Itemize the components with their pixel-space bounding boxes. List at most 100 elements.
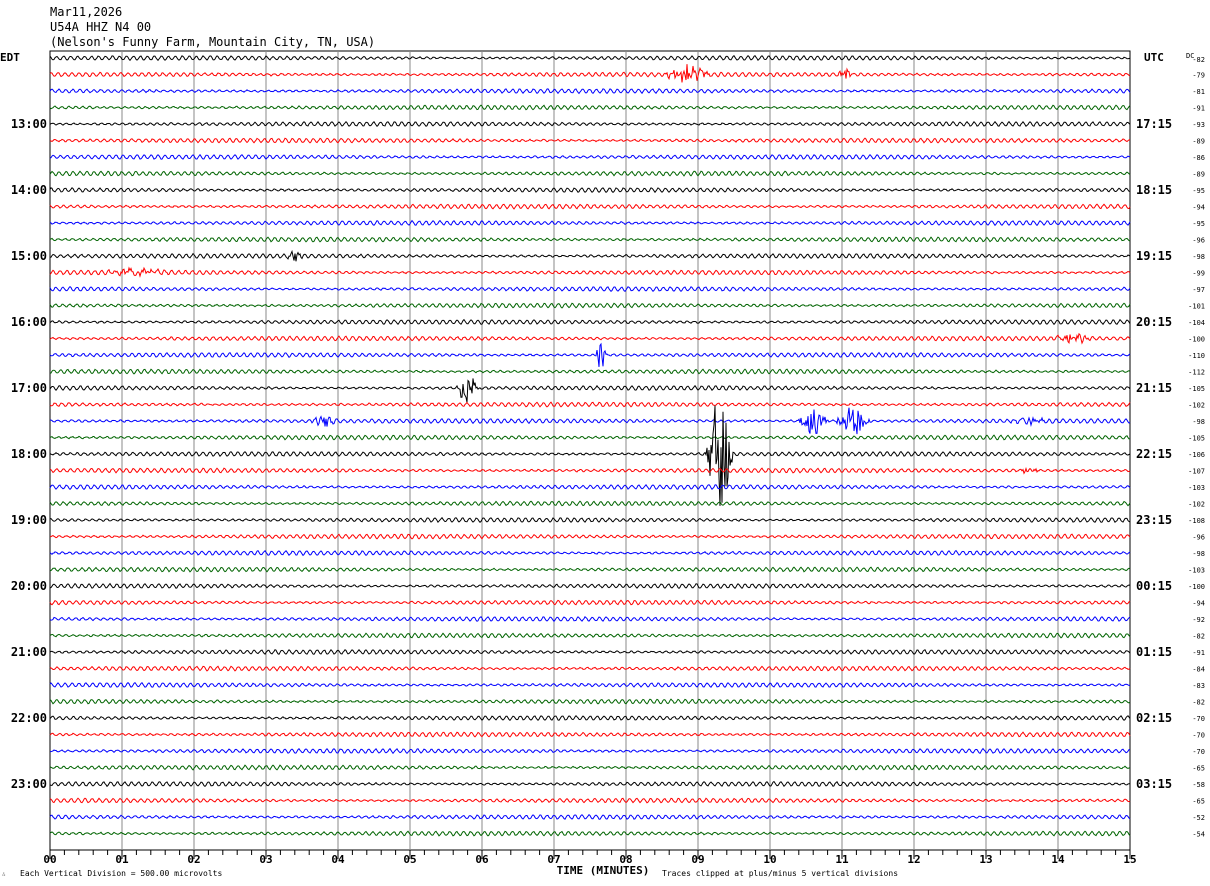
utc-hour-label: 00:15 (1136, 579, 1172, 593)
trace-row-47 (49, 830, 1131, 837)
utc-hour-label: 20:15 (1136, 315, 1172, 329)
dc-offset-label: -82 (1192, 56, 1205, 64)
x-tick-label: 09 (691, 853, 704, 866)
utc-hour-label: 01:15 (1136, 645, 1172, 659)
edt-hour-label: 15:00 (11, 249, 47, 263)
dc-offset-label: -70 (1192, 715, 1205, 723)
dc-offset-label: -82 (1192, 633, 1205, 641)
dc-offset-label: -95 (1192, 187, 1205, 195)
trace-row-41 (49, 731, 1131, 738)
trace-row-0 (49, 54, 1131, 62)
dc-offset-label: -52 (1192, 814, 1205, 822)
utc-hour-label: 23:15 (1136, 513, 1172, 527)
utc-label: UTC (1144, 51, 1164, 64)
trace-row-3 (49, 104, 1131, 111)
dc-offset-label: -103 (1188, 484, 1205, 492)
trace-row-33 (49, 599, 1131, 606)
edt-hour-label: 22:00 (11, 711, 47, 725)
x-tick-label: 08 (619, 853, 632, 866)
trace-row-46 (49, 813, 1131, 820)
trace-row-11 (49, 236, 1131, 243)
trace-row-37 (49, 665, 1131, 672)
x-tick-label: 13 (979, 853, 992, 866)
x-tick-label: 10 (763, 853, 776, 866)
trace-row-32 (49, 582, 1131, 590)
dc-label: DC (1186, 52, 1194, 60)
trace-row-16 (49, 318, 1131, 326)
trace-row-17 (49, 332, 1131, 345)
dc-offset-label: -83 (1192, 682, 1205, 690)
dc-offset-label: -94 (1192, 600, 1205, 608)
dc-offset-label: -98 (1192, 253, 1205, 261)
dc-offset-label: -100 (1188, 336, 1205, 344)
trace-row-14 (49, 286, 1131, 293)
dc-offset-label: -98 (1192, 550, 1205, 558)
dc-offset-label: -93 (1192, 121, 1205, 129)
dc-offset-label: -103 (1188, 567, 1205, 575)
trace-row-8 (49, 187, 1130, 194)
plot-frame (49, 50, 1131, 851)
trace-row-1 (49, 64, 1131, 83)
trace-row-21 (49, 401, 1131, 408)
dc-offset-label: -82 (1192, 699, 1205, 707)
edt-hour-label: 14:00 (11, 183, 47, 197)
dc-offset-label: -65 (1192, 765, 1205, 773)
dc-offset-label: -65 (1192, 798, 1205, 806)
trace-row-24 (49, 405, 1131, 506)
dc-offset-label: -81 (1192, 88, 1205, 96)
trace-row-10 (49, 219, 1131, 227)
utc-hour-label: 22:15 (1136, 447, 1172, 461)
trace-row-22 (49, 407, 1131, 435)
dc-offset-label: -96 (1192, 534, 1205, 542)
dc-offset-label: -101 (1188, 303, 1205, 311)
x-tick-label: 07 (547, 853, 560, 866)
trace-row-45 (49, 797, 1131, 804)
trace-row-18 (49, 342, 1131, 367)
dc-offset-label: -95 (1192, 220, 1205, 228)
dc-offset-label: -91 (1192, 649, 1205, 657)
dc-offset-label: -84 (1192, 666, 1205, 674)
edt-hour-label: 19:00 (11, 513, 47, 527)
dc-offset-label: -105 (1188, 435, 1205, 443)
utc-hour-label: 03:15 (1136, 777, 1172, 791)
edt-label: EDT (0, 51, 20, 64)
trace-row-34 (49, 616, 1131, 623)
dc-offset-label: -100 (1188, 583, 1205, 591)
edt-hour-label: 23:00 (11, 777, 47, 791)
trace-row-28 (49, 516, 1131, 524)
trace-row-20 (49, 378, 1131, 403)
location-label: (Nelson's Funny Farm, Mountain City, TN,… (50, 35, 376, 49)
trace-row-35 (49, 632, 1131, 639)
dc-offset-label: -70 (1192, 748, 1205, 756)
trace-row-43 (49, 764, 1131, 771)
corner-mark: ∴ (2, 871, 6, 878)
x-tick-label: 03 (259, 853, 272, 866)
trace-row-2 (49, 88, 1131, 95)
trace-row-27 (49, 500, 1131, 507)
trace-row-13 (49, 266, 1131, 278)
trace-row-31 (49, 566, 1131, 573)
trace-row-23 (49, 434, 1130, 441)
trace-row-26 (49, 483, 1131, 491)
edt-hour-label: 18:00 (11, 447, 47, 461)
trace-row-40 (49, 714, 1131, 722)
footer-clip: Traces clipped at plus/minus 5 vertical … (662, 869, 898, 878)
utc-hour-label: 02:15 (1136, 711, 1172, 725)
dc-offset-label: -102 (1188, 501, 1205, 509)
footer-scale: Each Vertical Division = 500.00 microvol… (20, 869, 222, 878)
edt-hour-label: 21:00 (11, 645, 47, 659)
dc-offset-label: -106 (1188, 451, 1205, 459)
dc-offset-label: -54 (1192, 831, 1205, 839)
trace-row-4 (49, 120, 1131, 128)
trace-row-9 (49, 203, 1131, 210)
trace-row-29 (49, 533, 1131, 540)
dc-offset-label: -97 (1192, 286, 1205, 294)
dc-offset-label: -98 (1192, 418, 1205, 426)
dc-offset-label: -58 (1192, 781, 1205, 789)
edt-hour-label: 13:00 (11, 117, 47, 131)
x-tick-label: 00 (43, 853, 56, 866)
x-tick-label: 06 (475, 853, 489, 866)
trace-row-25 (49, 467, 1131, 475)
x-tick-label: 11 (835, 853, 849, 866)
